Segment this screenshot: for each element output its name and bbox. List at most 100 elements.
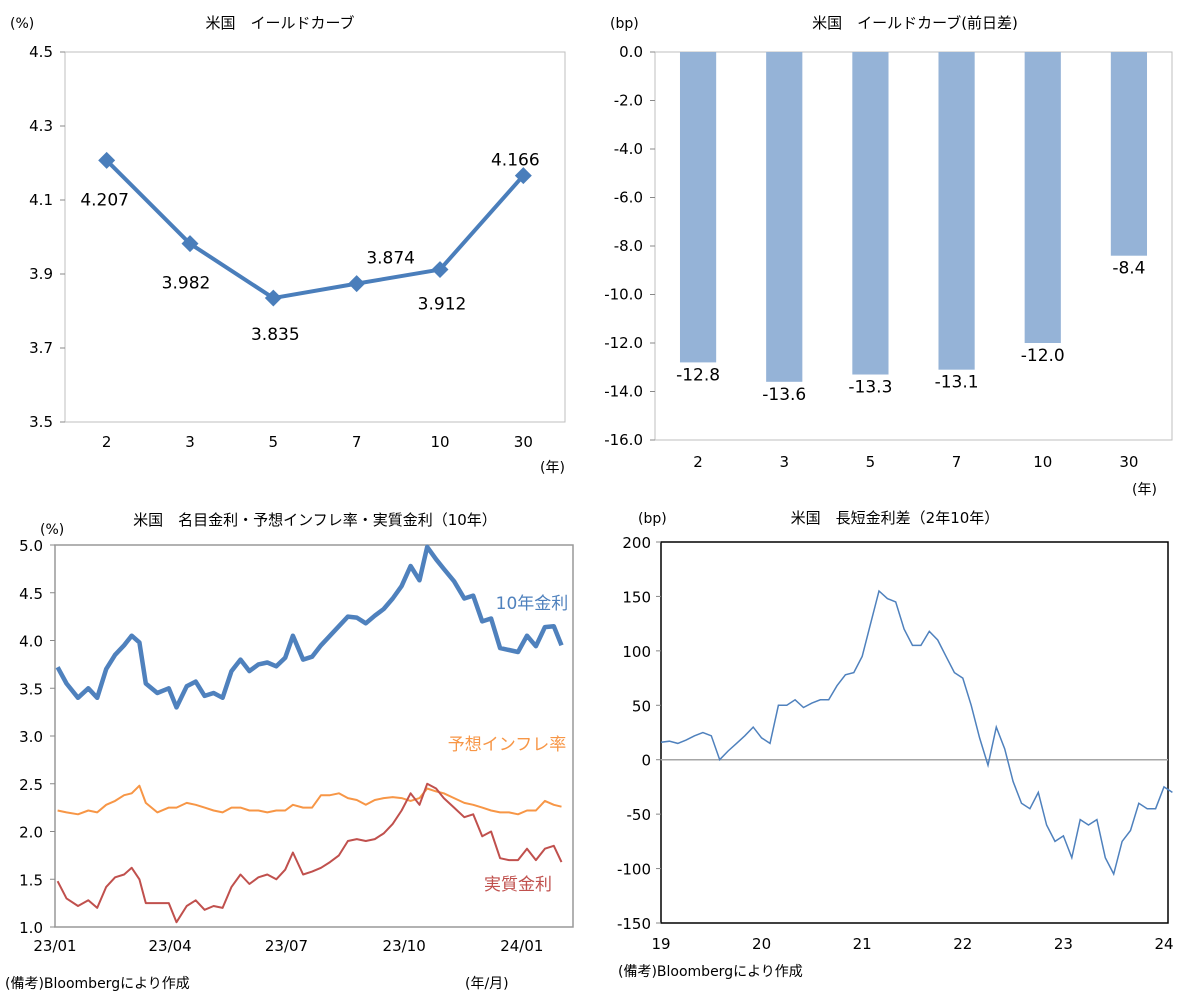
y-tick-label: -14.0 — [604, 383, 643, 401]
series-line — [56, 782, 563, 924]
data-label: 3.982 — [162, 274, 211, 294]
chart-title: 米国 イールドカーブ — [205, 14, 354, 32]
data-label: 3.912 — [418, 295, 467, 315]
x-tick-label: 2 — [102, 433, 112, 451]
x-tick-label: 2 — [693, 453, 703, 471]
y-tick-label: -6.0 — [614, 189, 643, 207]
series-line — [55, 544, 564, 710]
x-tick-label: 5 — [269, 433, 279, 451]
x-tick-label: 7 — [352, 433, 362, 451]
series-label: 10年金利 — [496, 594, 569, 614]
y-axis-unit: (bp) — [638, 511, 667, 527]
x-tick-label: 22 — [953, 935, 972, 953]
x-axis-unit: (年/月) — [465, 976, 509, 992]
y-axis-unit: (%) — [40, 522, 64, 538]
y-tick-label: -100 — [617, 861, 651, 879]
x-tick-label: 3 — [779, 453, 789, 471]
data-label: 4.207 — [80, 190, 129, 210]
bar — [766, 52, 803, 382]
y-tick-label: -50 — [627, 806, 652, 824]
x-axis-unit: (年) — [540, 460, 565, 476]
x-tick-label: 23/01 — [33, 937, 76, 955]
data-point-marker — [348, 275, 366, 293]
y-tick-label: 200 — [622, 534, 651, 552]
y-tick-label: -2.0 — [614, 92, 643, 110]
y-tick-label: 4.0 — [19, 633, 43, 651]
x-tick-label: 5 — [866, 453, 876, 471]
x-tick-label: 7 — [952, 453, 962, 471]
y-tick-label: 0.0 — [619, 43, 643, 61]
yield-spread-chart: 米国 長短金利差（2年10年） (bp) (備考)Bloombergにより作成 … — [617, 509, 1174, 980]
data-label: -13.1 — [935, 373, 979, 393]
y-tick-label: -12.0 — [604, 334, 643, 352]
data-label: -12.0 — [1021, 346, 1065, 366]
plot-area — [654, 51, 1173, 441]
x-tick-label: 23/10 — [383, 937, 426, 955]
x-tick-label: 23/07 — [265, 937, 308, 955]
data-label: 3.835 — [251, 325, 300, 345]
y-tick-label: 3.5 — [29, 413, 53, 431]
y-tick-label: 4.5 — [29, 43, 53, 61]
x-tick-label: 20 — [752, 935, 771, 953]
bar — [938, 52, 975, 370]
series-line — [105, 158, 525, 301]
y-tick-label: 150 — [622, 588, 651, 606]
data-label: 4.166 — [491, 151, 540, 171]
y-tick-label: 100 — [622, 643, 651, 661]
x-tick-label: 10 — [430, 433, 449, 451]
bar — [1110, 52, 1148, 256]
series-label: 実質金利 — [484, 875, 552, 895]
bar — [679, 52, 717, 363]
data-point-marker — [514, 167, 532, 185]
x-tick-label: 24/01 — [500, 937, 543, 955]
x-tick-label: 10 — [1033, 453, 1052, 471]
y-tick-label: 5.0 — [19, 537, 43, 555]
x-tick-label: 24 — [1154, 935, 1173, 953]
yield-curve-chart: 米国 イールドカーブ (%) (年) 3.5 3.7 3.9 4.1 4.3 4.5 2 3 5… — [10, 14, 566, 476]
x-tick-label: 21 — [853, 935, 872, 953]
y-tick-label: 1.0 — [19, 919, 43, 937]
y-tick-label: 0 — [641, 752, 651, 770]
y-tick-label: 3.5 — [19, 680, 43, 698]
x-tick-label: 19 — [651, 935, 670, 953]
y-axis-unit: (%) — [10, 16, 34, 32]
yield-change-bar-chart: 米国 イールドカーブ(前日差) (bp) (年) 0.0 -2.0 -4.0 -6.0… — [604, 14, 1173, 498]
y-tick-label: -150 — [617, 915, 651, 933]
rates-inflation-chart: 米国 名目金利・予想インフレ率・実質金利（10年） (%) (年/月) (備考)… — [5, 511, 574, 992]
x-axis-unit: (年) — [1132, 482, 1157, 498]
chart-title: 米国 イールドカーブ(前日差) — [812, 14, 1018, 32]
y-tick-label: 2.5 — [19, 776, 43, 794]
x-tick-label: 23 — [1054, 935, 1073, 953]
y-tick-label: 2.0 — [19, 824, 43, 842]
data-point-marker — [181, 235, 199, 253]
data-label: -13.3 — [848, 378, 892, 398]
series-line — [57, 784, 562, 816]
chart-title: 米国 長短金利差（2年10年） — [791, 509, 1000, 527]
plot-area — [660, 541, 1169, 924]
data-label: -13.6 — [762, 385, 806, 405]
source-note: (備考)Bloombergにより作成 — [618, 964, 803, 980]
series-line — [660, 589, 1173, 877]
y-tick-label: -8.0 — [614, 237, 643, 255]
x-tick-label: 30 — [1119, 453, 1138, 471]
y-tick-label: 3.0 — [19, 728, 43, 746]
y-tick-label: -16.0 — [604, 431, 643, 449]
y-tick-label: -4.0 — [614, 140, 643, 158]
data-point-marker — [264, 289, 282, 307]
y-axis-unit: (bp) — [610, 16, 639, 32]
bar — [1024, 52, 1061, 343]
data-label: 3.874 — [366, 249, 415, 269]
data-point-marker — [431, 261, 449, 279]
y-tick-label: 3.9 — [29, 265, 53, 283]
y-tick-label: 4.3 — [29, 117, 53, 135]
x-tick-label: 30 — [514, 433, 533, 451]
plot-area — [64, 51, 566, 423]
series-label: 予想インフレ率 — [448, 735, 567, 755]
x-tick-label: 23/04 — [148, 937, 191, 955]
data-point-marker — [98, 151, 116, 169]
source-note: (備考)Bloombergにより作成 — [5, 976, 190, 992]
y-tick-label: 50 — [632, 697, 651, 715]
chart-title: 米国 名目金利・予想インフレ率・実質金利（10年） — [133, 511, 497, 529]
y-tick-label: 3.7 — [29, 339, 53, 357]
